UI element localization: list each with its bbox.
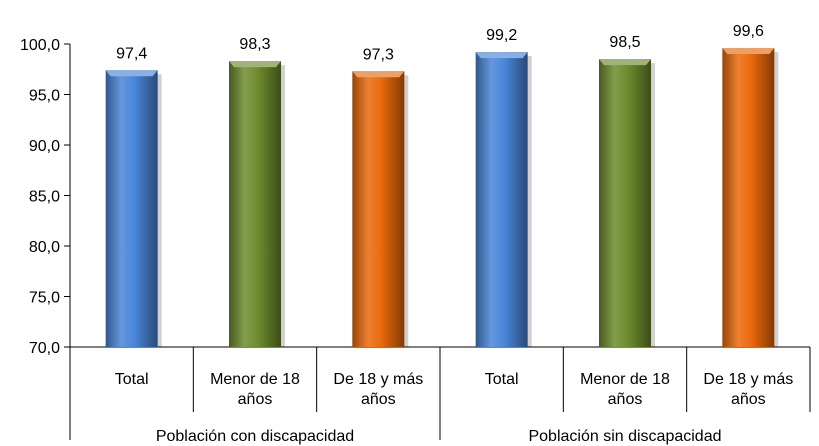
data-label: 99,2 — [486, 27, 517, 44]
data-label: 97,3 — [363, 46, 394, 63]
category-label: años — [608, 391, 643, 408]
bar-top-bevel — [599, 59, 651, 66]
bar-top-bevel — [722, 48, 775, 55]
bar-top-bevel — [105, 70, 158, 77]
axes: 100,0 95,0 90,0 85,0 80,0 75,0 70,0 — [20, 37, 811, 440]
bar — [599, 59, 651, 348]
y-tick-label: 80,0 — [29, 239, 60, 256]
category-label: años — [731, 391, 766, 408]
y-tick-label: 90,0 — [29, 138, 60, 155]
category-label: Total — [115, 371, 149, 388]
category-label: De 18 y más — [703, 371, 793, 388]
data-label: 98,5 — [609, 34, 640, 51]
category-label: Total — [485, 371, 519, 388]
category-label: De 18 y más — [333, 371, 423, 388]
category-label: años — [361, 391, 396, 408]
category-label: años — [238, 391, 273, 408]
bar — [229, 61, 281, 348]
group-label: Población con discapacidad — [156, 428, 354, 445]
y-tick-label: 70,0 — [29, 340, 60, 357]
data-label: 99,6 — [733, 23, 764, 40]
data-label: 97,4 — [116, 45, 147, 62]
y-tick-label: 75,0 — [29, 290, 60, 307]
bars — [105, 48, 779, 348]
bar-top-bevel — [229, 61, 281, 68]
bar-top-bevel — [352, 71, 405, 78]
labels: 97,4 Total 98,3 Menor de 18 años 97,3 De 18 y … — [115, 23, 793, 445]
group-label: Población sin discapacidad — [528, 428, 721, 445]
bar — [722, 48, 775, 347]
y-tick-label: 95,0 — [29, 88, 60, 105]
category-label: Menor de 18 — [210, 371, 300, 388]
bar — [105, 70, 158, 347]
category-label: Menor de 18 — [580, 371, 670, 388]
bar-top-bevel — [475, 52, 528, 59]
bar — [352, 71, 405, 348]
bar — [475, 52, 528, 348]
y-tick-label: 100,0 — [20, 37, 60, 54]
y-tick-label: 85,0 — [29, 189, 60, 206]
data-label: 98,3 — [239, 36, 270, 53]
